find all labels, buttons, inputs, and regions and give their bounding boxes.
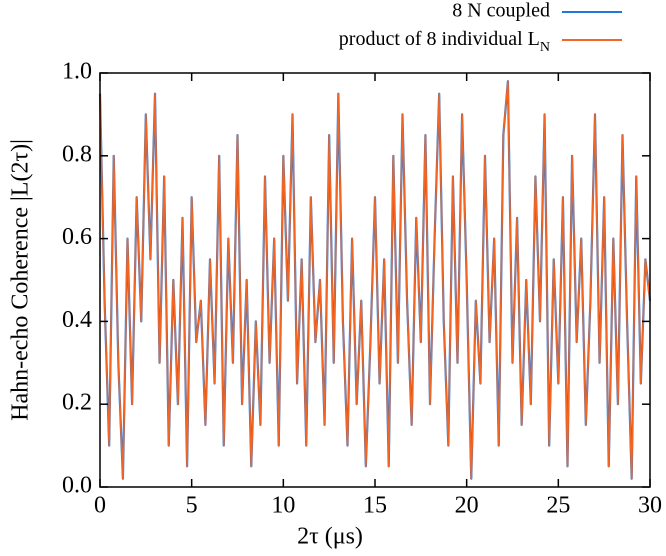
y-tick-label: 0.6	[62, 224, 92, 250]
y-tick-label: 0.4	[62, 307, 92, 333]
x-tick-label: 0	[94, 493, 106, 519]
y-tick-label: 0.0	[62, 473, 92, 499]
y-tick-label: 0.8	[62, 141, 92, 167]
x-tick-label: 5	[186, 493, 198, 519]
x-tick-label: 20	[455, 493, 479, 519]
x-tick-label: 25	[546, 493, 570, 519]
y-tick-label: 1.0	[62, 59, 92, 85]
y-axis-label: Hahn-echo Coherence |L(2τ)|	[8, 139, 34, 421]
legend-label: product of 8 individual LN	[339, 28, 550, 55]
legend-label: 8 N coupled	[452, 0, 550, 22]
x-tick-label: 15	[363, 493, 387, 519]
x-axis-label: 2τ (μs)	[297, 524, 363, 550]
series-line	[99, 80, 651, 480]
x-tick-label: 10	[271, 493, 295, 519]
y-tick-label: 0.2	[62, 390, 92, 416]
x-tick-label: 30	[638, 493, 662, 519]
